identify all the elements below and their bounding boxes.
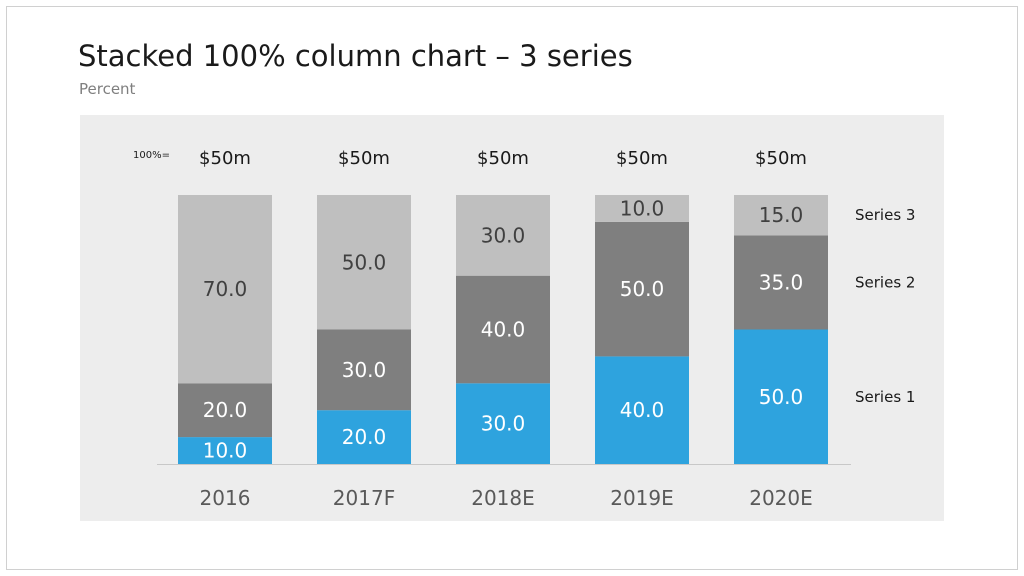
bar-segment-series-2-2018e (456, 275, 550, 384)
bar-segment-series-1-2016 (178, 437, 272, 464)
total-label-2018e: $50m (477, 148, 529, 169)
bar-segment-series-2-2020e (734, 235, 828, 330)
bar-segment-series-3-2019e (595, 195, 689, 222)
data-label-series-3-2020e: 15.0 (759, 203, 804, 227)
data-label-series-1-2016: 10.0 (203, 439, 248, 463)
data-label-series-2-2020e: 35.0 (759, 270, 804, 294)
chart-title: Stacked 100% column chart – 3 series (78, 39, 633, 73)
x-tick-label-2017f: 2017F (333, 486, 395, 510)
data-label-series-3-2018e: 30.0 (481, 223, 526, 247)
bar-segment-series-3-2016 (178, 195, 272, 384)
total-label-2016: $50m (199, 148, 251, 169)
data-label-series-3-2017f: 50.0 (342, 250, 387, 274)
bar-segment-series-2-2016 (178, 383, 272, 438)
legend-label-series-1: Series 1 (855, 388, 915, 406)
legend-label-series-2: Series 2 (855, 273, 915, 291)
data-label-series-2-2016: 20.0 (203, 398, 248, 422)
data-label-series-2-2017f: 30.0 (342, 358, 387, 382)
data-label-series-1-2018e: 30.0 (481, 412, 526, 436)
bar-segment-series-3-2020e (734, 195, 828, 236)
bar-segment-series-1-2017f (317, 410, 411, 464)
data-label-series-1-2017f: 20.0 (342, 425, 387, 449)
data-label-series-1-2019e: 40.0 (620, 398, 665, 422)
chart-subtitle: Percent (79, 80, 136, 98)
total-prefix-label: 100%= (133, 150, 170, 161)
bar-segment-series-2-2019e (595, 221, 689, 357)
data-label-series-3-2016: 70.0 (203, 277, 248, 301)
bar-segment-series-1-2019e (595, 356, 689, 464)
data-label-series-1-2020e: 50.0 (759, 385, 804, 409)
bar-segment-series-1-2018e (456, 383, 550, 464)
x-tick-label-2020e: 2020E (749, 486, 813, 510)
data-label-series-2-2018e: 40.0 (481, 318, 526, 342)
x-tick-label-2019e: 2019E (610, 486, 674, 510)
total-label-2017f: $50m (338, 148, 390, 169)
bar-segment-series-1-2020e (734, 329, 828, 464)
total-label-2019e: $50m (616, 148, 668, 169)
x-tick-label-2016: 2016 (200, 486, 251, 510)
data-label-series-3-2019e: 10.0 (620, 196, 665, 220)
bar-segment-series-2-2017f (317, 329, 411, 411)
data-label-series-2-2019e: 50.0 (620, 277, 665, 301)
bar-segment-series-3-2018e (456, 195, 550, 276)
legend-label-series-3: Series 3 (855, 206, 915, 224)
bar-segment-series-3-2017f (317, 195, 411, 330)
total-label-2020e: $50m (755, 148, 807, 169)
x-tick-label-2018e: 2018E (471, 486, 535, 510)
